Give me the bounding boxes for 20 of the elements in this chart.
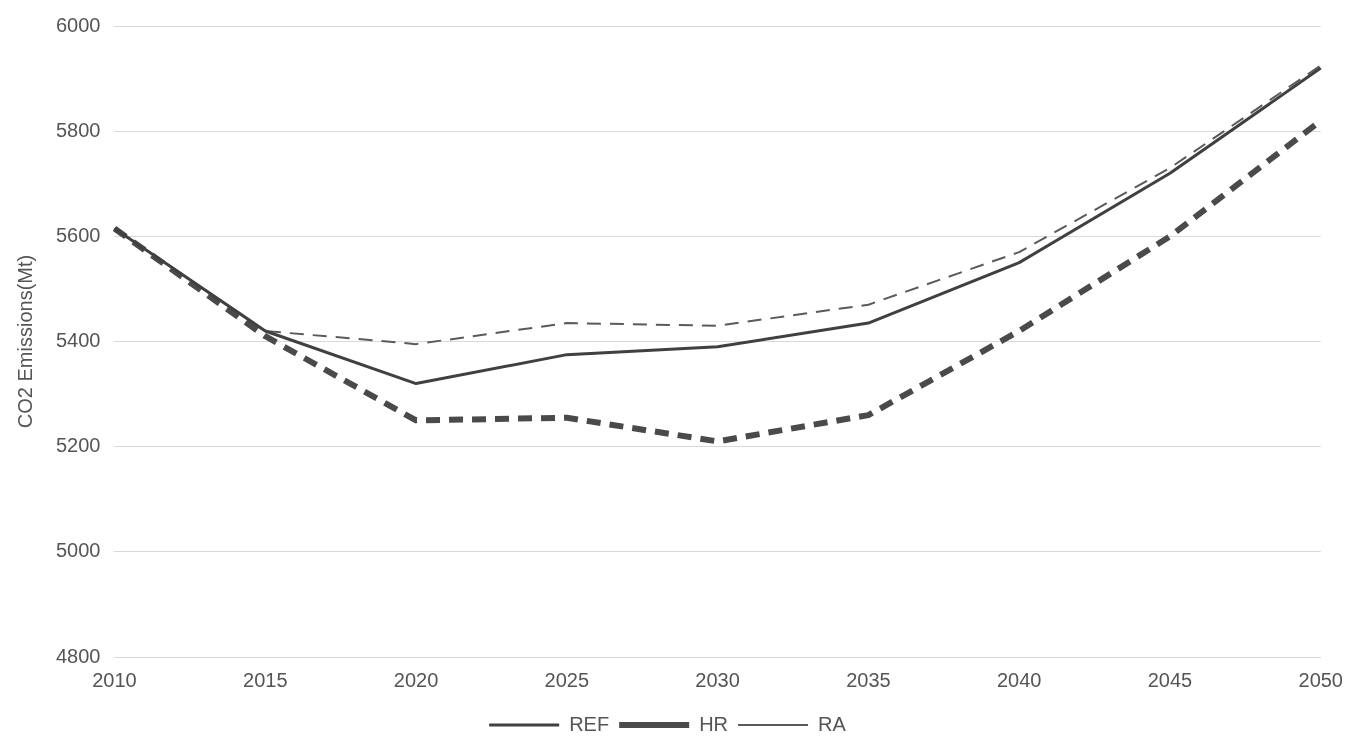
x-tick-label: 2010 <box>92 668 137 691</box>
x-tick-label: 2040 <box>996 668 1042 691</box>
y-axis-title: CO2 Emissions(Mt) <box>13 254 36 429</box>
y-tick-label: 5600 <box>55 223 101 246</box>
legend-label: RA <box>818 712 847 735</box>
x-tick-label: 2030 <box>695 668 740 691</box>
x-tick-label: 2020 <box>393 668 439 691</box>
x-tick-label: 2045 <box>1147 668 1193 691</box>
y-tick-label: 4800 <box>55 644 101 667</box>
y-tick-label: 5400 <box>55 329 101 352</box>
x-tick-label: 2050 <box>1298 668 1343 691</box>
y-tick-label: 5800 <box>55 118 101 141</box>
x-tick-label: 2035 <box>846 668 891 691</box>
x-tick-label: 2015 <box>243 668 288 691</box>
y-tick-label: 6000 <box>55 13 101 36</box>
x-tick-label: 2025 <box>544 668 590 691</box>
y-tick-label: 5200 <box>55 434 101 457</box>
y-tick-label: 5000 <box>55 539 101 562</box>
legend-label: REF <box>569 712 610 735</box>
legend-label: HR <box>699 712 729 735</box>
